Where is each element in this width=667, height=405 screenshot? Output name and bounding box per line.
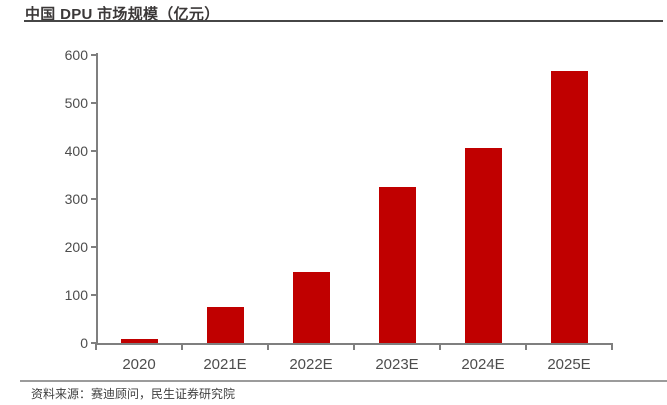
y-tick-label: 400 (64, 143, 88, 159)
x-tick-label: 2022E (289, 356, 333, 373)
x-tick-label: 2020 (122, 356, 156, 373)
x-axis-tick (353, 343, 355, 350)
bar-2021E (206, 306, 244, 343)
x-axis-tick (181, 343, 183, 350)
x-axis-tick (611, 343, 613, 350)
bar-2022E (292, 271, 330, 343)
y-axis-tick (91, 198, 96, 200)
x-axis-tick (439, 343, 441, 350)
footer-divider (20, 380, 667, 382)
chart-title: 中国 DPU 市场规模（亿元） (25, 6, 220, 23)
y-tick-label: 300 (64, 191, 88, 207)
x-axis-tick (95, 343, 97, 350)
y-axis-tick (91, 102, 96, 104)
y-tick-label: 500 (64, 95, 88, 111)
source-note: 资料来源：赛迪顾问，民生证券研究院 (31, 387, 236, 401)
x-tick-label: 2024E (461, 356, 505, 373)
y-tick-label: 200 (64, 239, 88, 255)
y-axis-tick (91, 246, 96, 248)
bar-2025E (550, 71, 588, 343)
x-tick-label: 2023E (375, 356, 419, 373)
y-tick-label: 0 (80, 335, 88, 351)
y-axis-tick (91, 294, 96, 296)
x-axis-tick (267, 343, 269, 350)
x-axis-tick (525, 343, 527, 350)
y-tick-label: 100 (64, 287, 88, 303)
bar-2020 (120, 339, 158, 343)
x-tick-label: 2021E (203, 356, 247, 373)
y-axis-line (96, 53, 98, 345)
y-tick-label: 600 (64, 47, 88, 63)
y-axis-tick (91, 150, 96, 152)
bar-2023E (378, 186, 416, 343)
y-axis-tick (91, 342, 96, 344)
bar-2024E (464, 148, 502, 343)
x-tick-label: 2025E (547, 356, 591, 373)
y-axis-tick (91, 54, 96, 56)
title-underline (24, 20, 663, 22)
